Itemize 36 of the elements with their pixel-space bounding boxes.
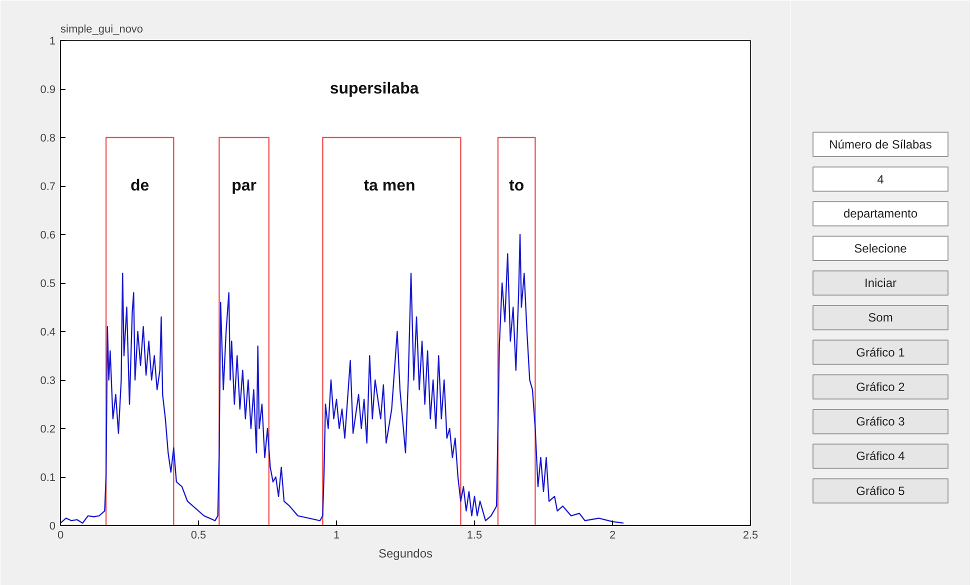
text: Gráfico 3 xyxy=(856,414,906,429)
annotation: par xyxy=(232,178,256,194)
x-tick-label: 1.5 xyxy=(466,530,482,542)
y-tick-label: 0.8 xyxy=(40,132,56,144)
y-tick-label: 0.7 xyxy=(40,181,56,193)
y-tick-label: 0.1 xyxy=(40,472,56,484)
y-tick-label: 0.5 xyxy=(40,278,56,290)
annotation: supersilaba xyxy=(330,80,419,98)
text: departamento xyxy=(843,206,918,221)
x-tick-label: 0.5 xyxy=(190,530,206,542)
chart-title: simple_gui_novo xyxy=(60,24,144,36)
text: Gráfico 4 xyxy=(856,449,906,464)
x-tick-label: 0 xyxy=(57,530,64,542)
x-axis-title: Segundos xyxy=(378,546,433,560)
y-tick-label: 0.9 xyxy=(40,84,56,96)
y-tick-label: 0.2 xyxy=(40,424,56,436)
y-tick-label: 1 xyxy=(49,36,56,48)
y-tick-label: 0.6 xyxy=(40,230,56,242)
text: 4 xyxy=(877,172,884,187)
y-tick-label: 0 xyxy=(49,520,56,532)
text: Gráfico 2 xyxy=(856,380,906,394)
annotation: ta men xyxy=(364,178,416,194)
text: Som xyxy=(868,310,893,325)
y-tick-label: 0.4 xyxy=(40,326,56,338)
text: Gráfico 1 xyxy=(856,345,906,360)
line-series xyxy=(60,234,624,524)
annotation: de xyxy=(130,178,150,194)
y-tick-label: 0.3 xyxy=(40,375,56,387)
text: Gráfico 5 xyxy=(856,484,906,498)
x-tick-label: 2.5 xyxy=(742,530,758,542)
annotation: to xyxy=(509,178,524,194)
x-tick-label: 2 xyxy=(609,530,616,542)
text: Iniciar xyxy=(864,276,897,290)
text: Número de Sílabas xyxy=(829,137,932,152)
text: Selecione xyxy=(854,241,908,256)
x-tick-label: 1 xyxy=(333,530,340,542)
